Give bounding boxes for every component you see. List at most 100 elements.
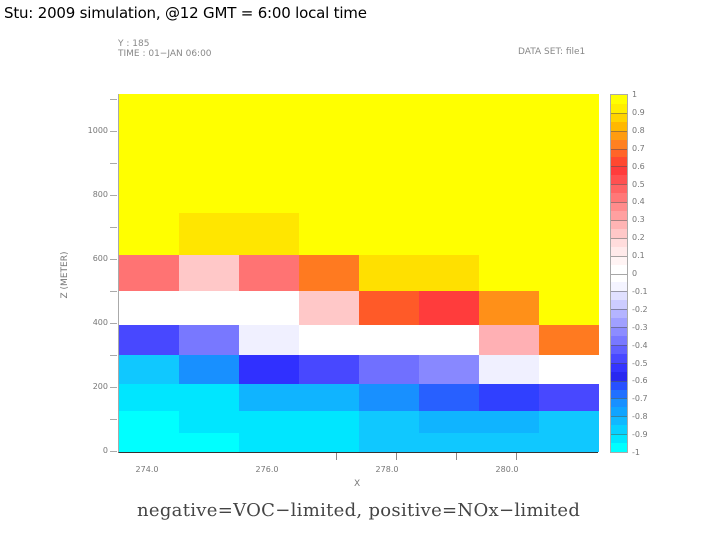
colorbar-step [611,335,627,346]
y-tick [110,195,117,196]
caption: negative=VOC−limited, positive=NOx−limit… [137,500,581,521]
heatmap-cell [179,325,239,355]
colorbar-step [611,139,627,150]
colorbar-label: 0.7 [632,143,645,153]
colorbar-label: 0.8 [632,125,645,135]
colorbar-step [611,148,627,159]
heatmap-cell [299,325,479,355]
heatmap-cell [119,291,299,325]
colorbar-label: 0.9 [632,107,645,117]
heatmap-cell [119,213,179,255]
colorbar-label: 1 [632,90,638,99]
heatmap-cell [179,411,239,433]
colorbar-step [611,443,627,453]
colorbar-label: -0.9 [632,430,648,440]
x-tick [336,453,337,460]
heatmap-cell [179,255,239,291]
colorbar-label: -0.3 [632,322,648,332]
colorbar-step [611,112,627,124]
colorbar-label: -0.8 [632,412,648,422]
heatmap-cell [539,355,599,384]
heatmap-plot-area [118,94,599,453]
colorbar-step [611,344,627,356]
colorbar-step [611,157,627,167]
x-tick-label: 274.0 [135,465,159,474]
heatmap-cell [479,255,599,291]
heatmap-cell [119,94,599,213]
y-tick [110,291,117,292]
colorbar-step [611,228,627,239]
heatmap-cell [239,255,299,291]
y-index-label: Y : 185 [118,39,150,49]
heatmap-cell [359,291,419,325]
colorbar-label: -0.2 [632,304,648,314]
colorbar-label: -0.5 [632,358,648,368]
heatmap-cell [239,411,359,452]
heatmap-cell [179,433,239,452]
colorbar-label: -0.1 [632,286,648,296]
colorbar-label: 0.3 [632,215,645,225]
colorbar-step [611,103,627,114]
heatmap-cell [479,355,539,384]
heatmap-cell [539,384,599,411]
colorbar-step [611,175,627,185]
colorbar-step [611,237,627,249]
heatmap-cell [419,355,479,384]
heatmap-cell [419,433,539,452]
x-tick [516,453,517,460]
y-tick [110,163,117,164]
heatmap-cell [419,411,539,433]
heatmap-cell [179,213,299,255]
y-tick [110,131,117,132]
x-tick-label: 280.0 [495,465,519,474]
y-tick-label: 600 [92,254,108,263]
heatmap-cell [359,384,419,411]
heatmap-cell [359,355,419,384]
x-tick-label: 276.0 [255,465,279,474]
colorbar-step [611,193,627,203]
colorbar-step [611,371,627,382]
colorbar-label: 0.1 [632,251,645,261]
heatmap-cell [299,291,359,325]
colorbar-step [611,130,627,142]
y-tick [110,355,117,356]
dataset-label: DATA SET: file1 [518,47,586,57]
colorbar-step [611,291,627,302]
heatmap-cell [239,384,359,411]
colorbar-step [611,362,627,374]
colorbar-step [611,389,627,399]
colorbar-label: 0.6 [632,161,645,171]
heatmap-cell [119,384,239,411]
colorbar-step [611,327,627,338]
colorbar-step [611,246,627,257]
colorbar-step [611,95,627,105]
colorbar-label: 0.2 [632,233,645,243]
colorbar-step [611,202,627,213]
colorbar-step [611,353,627,364]
heatmap-cell [119,255,179,291]
colorbar-step [611,425,627,435]
heatmap-cell [239,355,299,384]
heatmap-cell [419,291,479,325]
heatmap-cell [179,355,239,384]
heatmap-cell [359,411,419,452]
colorbar-step [611,219,627,231]
heatmap-cell [119,355,179,384]
colorbar-step [611,184,627,195]
heatmap-cell [239,325,299,355]
x-axis-title: X [354,479,361,489]
heatmap-cell [299,355,359,384]
heatmap-cell [479,291,539,325]
y-tick [110,451,117,452]
heatmap-cell [479,325,539,355]
y-tick-label: 200 [92,382,108,391]
x-tick [396,453,397,460]
y-tick [110,387,117,388]
colorbar-step [611,166,627,177]
colorbar-step [611,318,627,328]
y-tick [110,323,117,324]
colorbar-label: -0.6 [632,376,648,386]
y-tick-label: 0 [102,446,108,455]
colorbar-label: 0.4 [632,197,645,207]
heatmap-cell [539,291,599,325]
